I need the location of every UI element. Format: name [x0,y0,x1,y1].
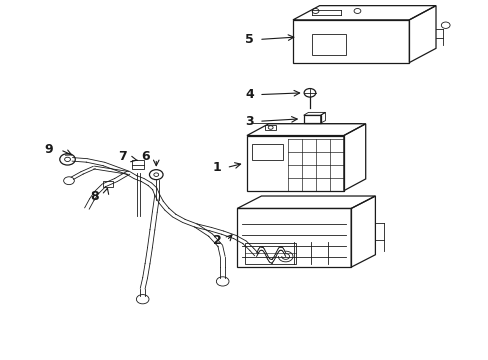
Text: 7: 7 [118,150,127,163]
Text: 8: 8 [90,189,99,203]
Text: 5: 5 [245,33,254,46]
Bar [132,161,144,169]
Text: 1: 1 [213,161,221,174]
Bar [303,115,320,123]
Text: 6: 6 [141,150,150,163]
Bar [102,181,112,187]
Bar [312,34,346,55]
Text: 9: 9 [44,143,53,156]
Bar [244,243,295,264]
Text: 4: 4 [245,88,254,101]
Bar [251,144,282,160]
Bar [265,125,275,130]
Text: 2: 2 [213,234,221,247]
Text: 3: 3 [245,115,254,128]
